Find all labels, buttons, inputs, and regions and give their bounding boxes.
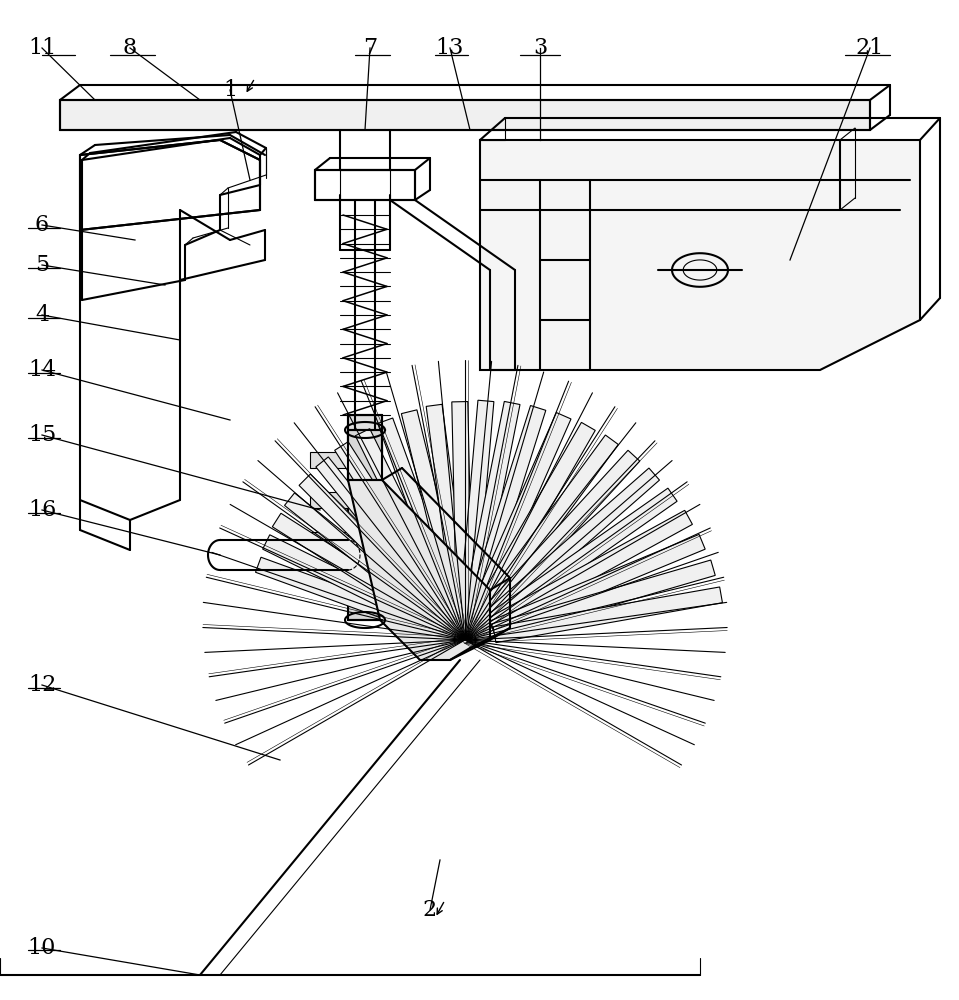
Text: 11: 11 bbox=[28, 37, 57, 59]
Polygon shape bbox=[310, 492, 348, 508]
Polygon shape bbox=[272, 513, 444, 631]
Polygon shape bbox=[335, 442, 456, 619]
Text: 15: 15 bbox=[28, 424, 57, 446]
Text: 4: 4 bbox=[35, 304, 49, 326]
Polygon shape bbox=[459, 400, 494, 611]
Polygon shape bbox=[463, 401, 520, 612]
Polygon shape bbox=[492, 560, 715, 639]
Polygon shape bbox=[490, 534, 705, 636]
Text: 3: 3 bbox=[533, 37, 548, 59]
Polygon shape bbox=[299, 474, 450, 624]
Text: 10: 10 bbox=[28, 937, 57, 959]
Polygon shape bbox=[452, 402, 473, 610]
Text: 13: 13 bbox=[435, 37, 464, 59]
Polygon shape bbox=[480, 450, 640, 623]
Polygon shape bbox=[310, 532, 348, 548]
Text: 21: 21 bbox=[855, 37, 884, 59]
Polygon shape bbox=[487, 510, 692, 633]
Text: 1: 1 bbox=[222, 79, 237, 101]
Polygon shape bbox=[60, 100, 870, 130]
Polygon shape bbox=[485, 488, 677, 629]
Polygon shape bbox=[482, 468, 660, 626]
Polygon shape bbox=[402, 410, 466, 613]
Polygon shape bbox=[285, 493, 447, 627]
Text: 8: 8 bbox=[123, 37, 137, 59]
Polygon shape bbox=[315, 170, 415, 200]
Text: 7: 7 bbox=[363, 37, 377, 59]
Polygon shape bbox=[310, 452, 348, 468]
Text: 6: 6 bbox=[35, 214, 49, 236]
Polygon shape bbox=[480, 140, 920, 370]
Polygon shape bbox=[493, 587, 722, 643]
Polygon shape bbox=[466, 406, 546, 614]
Polygon shape bbox=[263, 535, 442, 634]
Polygon shape bbox=[348, 430, 382, 620]
Polygon shape bbox=[473, 422, 596, 618]
Polygon shape bbox=[316, 457, 453, 622]
Polygon shape bbox=[470, 413, 571, 616]
Polygon shape bbox=[426, 404, 469, 611]
Polygon shape bbox=[477, 435, 619, 621]
Polygon shape bbox=[348, 415, 382, 480]
Polygon shape bbox=[255, 557, 439, 637]
Polygon shape bbox=[356, 429, 459, 617]
Text: 2: 2 bbox=[423, 899, 437, 921]
Text: 14: 14 bbox=[28, 359, 57, 381]
Text: 5: 5 bbox=[35, 254, 49, 276]
Polygon shape bbox=[348, 480, 490, 660]
Polygon shape bbox=[80, 140, 260, 230]
Polygon shape bbox=[378, 418, 462, 615]
Text: 12: 12 bbox=[28, 674, 57, 696]
Text: 16: 16 bbox=[28, 499, 57, 521]
